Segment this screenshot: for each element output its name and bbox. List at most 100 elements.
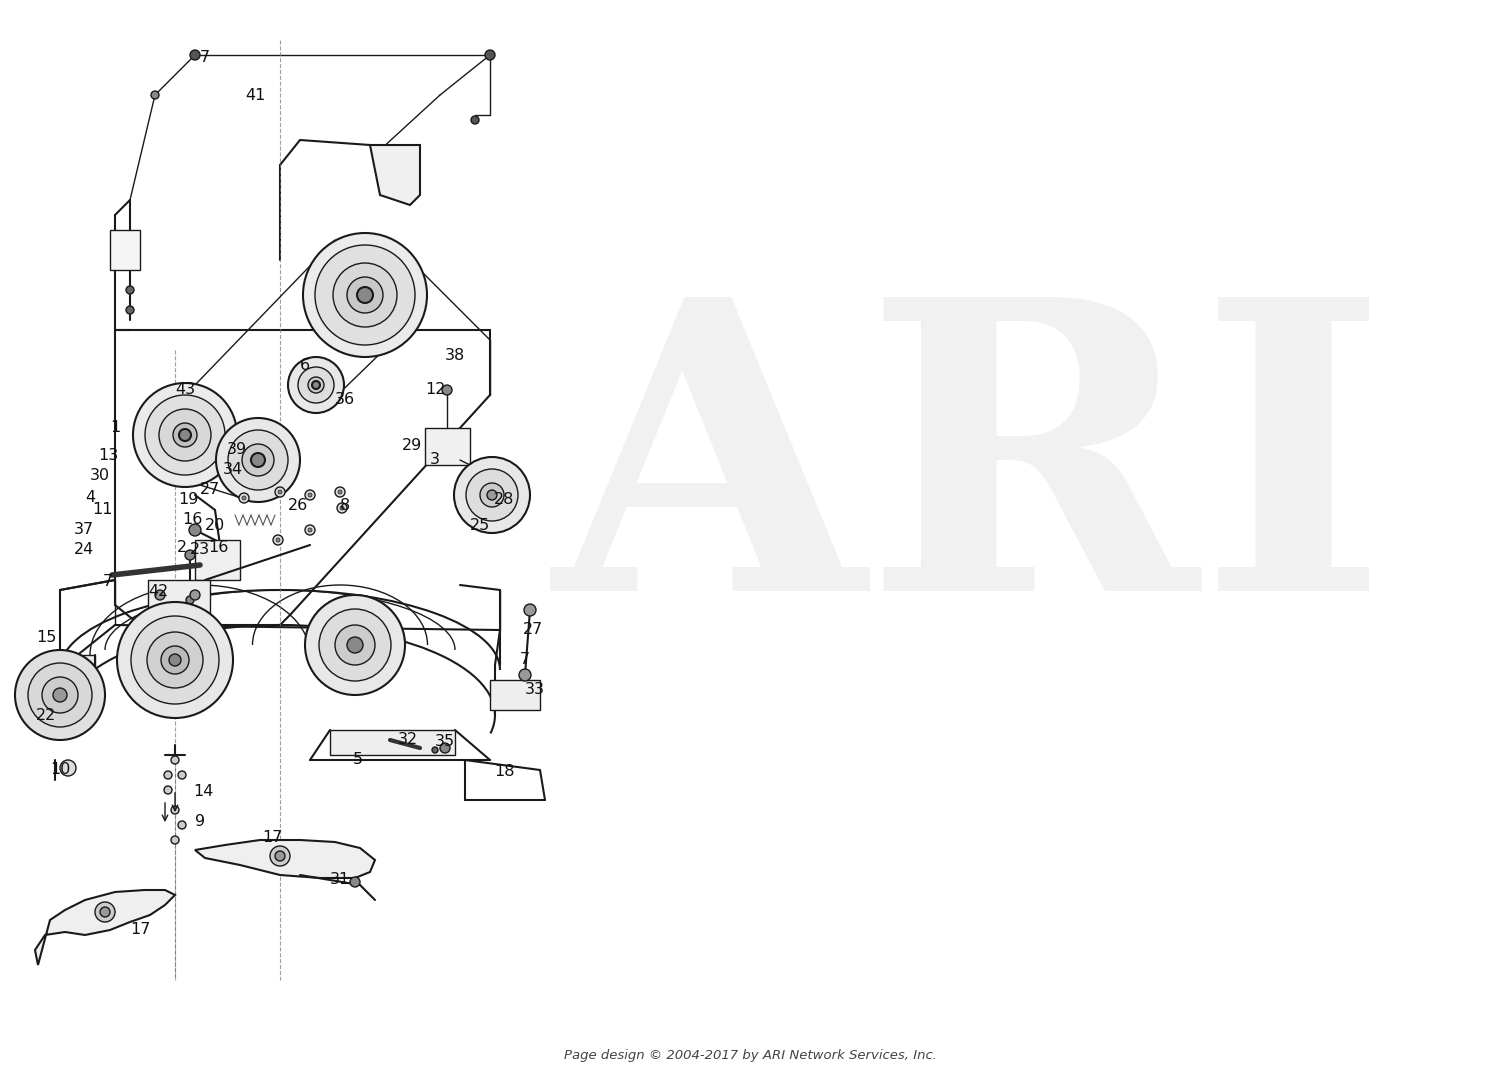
Circle shape: [346, 637, 363, 653]
Circle shape: [164, 771, 172, 779]
Text: 26: 26: [288, 497, 308, 513]
Circle shape: [178, 771, 186, 779]
Text: 7: 7: [104, 574, 112, 590]
Circle shape: [238, 493, 249, 503]
Circle shape: [350, 877, 360, 887]
Circle shape: [172, 424, 196, 447]
Circle shape: [440, 743, 450, 753]
Circle shape: [320, 609, 392, 681]
Text: 43: 43: [176, 382, 195, 397]
Text: 27: 27: [524, 622, 543, 637]
Circle shape: [126, 286, 134, 294]
Text: 37: 37: [74, 522, 94, 538]
Circle shape: [274, 487, 285, 497]
Circle shape: [126, 306, 134, 314]
Text: 12: 12: [424, 382, 445, 397]
Text: 27: 27: [200, 482, 220, 497]
Circle shape: [484, 50, 495, 60]
Circle shape: [28, 662, 92, 727]
Text: 14: 14: [194, 784, 213, 799]
Circle shape: [171, 756, 178, 763]
Circle shape: [273, 535, 284, 545]
Text: 35: 35: [435, 734, 454, 749]
Circle shape: [164, 786, 172, 794]
Circle shape: [303, 233, 427, 357]
Circle shape: [242, 444, 274, 476]
Circle shape: [160, 646, 189, 674]
Text: ARI: ARI: [552, 285, 1388, 675]
Polygon shape: [490, 680, 540, 710]
Text: 16: 16: [182, 513, 203, 528]
Circle shape: [340, 506, 344, 510]
Circle shape: [60, 760, 76, 776]
Text: 38: 38: [446, 348, 465, 363]
Text: 20: 20: [206, 518, 225, 532]
Text: 18: 18: [495, 765, 516, 780]
Circle shape: [471, 116, 478, 124]
Text: 19: 19: [178, 492, 198, 507]
Circle shape: [304, 490, 315, 500]
Circle shape: [308, 528, 312, 532]
Circle shape: [152, 91, 159, 99]
Text: 2: 2: [177, 541, 188, 556]
Circle shape: [524, 604, 536, 616]
Circle shape: [178, 821, 186, 829]
Text: 9: 9: [195, 814, 206, 830]
Text: 23: 23: [190, 543, 210, 557]
Text: 34: 34: [224, 463, 243, 478]
Circle shape: [251, 453, 266, 467]
Circle shape: [170, 654, 182, 666]
Text: 6: 6: [300, 357, 310, 372]
Circle shape: [117, 602, 232, 718]
Polygon shape: [148, 580, 210, 620]
Text: 30: 30: [90, 468, 110, 483]
Text: 10: 10: [50, 762, 70, 778]
Text: 22: 22: [36, 708, 56, 723]
Polygon shape: [195, 839, 375, 877]
Circle shape: [338, 503, 346, 513]
Circle shape: [519, 669, 531, 681]
Text: 16: 16: [209, 541, 228, 556]
Circle shape: [130, 616, 219, 704]
Circle shape: [134, 383, 237, 487]
Circle shape: [442, 386, 452, 395]
Circle shape: [338, 490, 342, 494]
Circle shape: [278, 490, 282, 494]
Circle shape: [228, 430, 288, 490]
Circle shape: [159, 409, 212, 460]
Polygon shape: [370, 146, 420, 205]
Circle shape: [308, 493, 312, 497]
Text: 5: 5: [352, 753, 363, 768]
Polygon shape: [34, 891, 176, 965]
Circle shape: [146, 395, 225, 475]
Text: 36: 36: [334, 392, 356, 407]
Circle shape: [216, 418, 300, 502]
Polygon shape: [330, 730, 454, 755]
Circle shape: [154, 590, 165, 599]
Text: 33: 33: [525, 682, 544, 697]
Circle shape: [94, 902, 116, 922]
Text: 28: 28: [494, 492, 514, 507]
Circle shape: [334, 487, 345, 497]
Text: 3: 3: [430, 453, 439, 467]
Circle shape: [357, 287, 374, 303]
Text: 13: 13: [98, 447, 118, 463]
Text: 4: 4: [86, 491, 94, 505]
Polygon shape: [195, 540, 240, 580]
Text: 1: 1: [110, 420, 120, 435]
Circle shape: [190, 590, 200, 599]
Circle shape: [480, 483, 504, 507]
Circle shape: [189, 525, 201, 536]
Polygon shape: [56, 655, 94, 670]
Circle shape: [186, 596, 194, 604]
Text: 8: 8: [340, 498, 350, 514]
Circle shape: [53, 689, 68, 702]
Circle shape: [346, 277, 382, 313]
Circle shape: [242, 496, 246, 500]
Circle shape: [304, 525, 315, 535]
Circle shape: [147, 632, 202, 689]
Polygon shape: [424, 428, 470, 465]
Text: 17: 17: [130, 922, 150, 937]
Circle shape: [308, 377, 324, 393]
Text: 25: 25: [470, 518, 490, 532]
